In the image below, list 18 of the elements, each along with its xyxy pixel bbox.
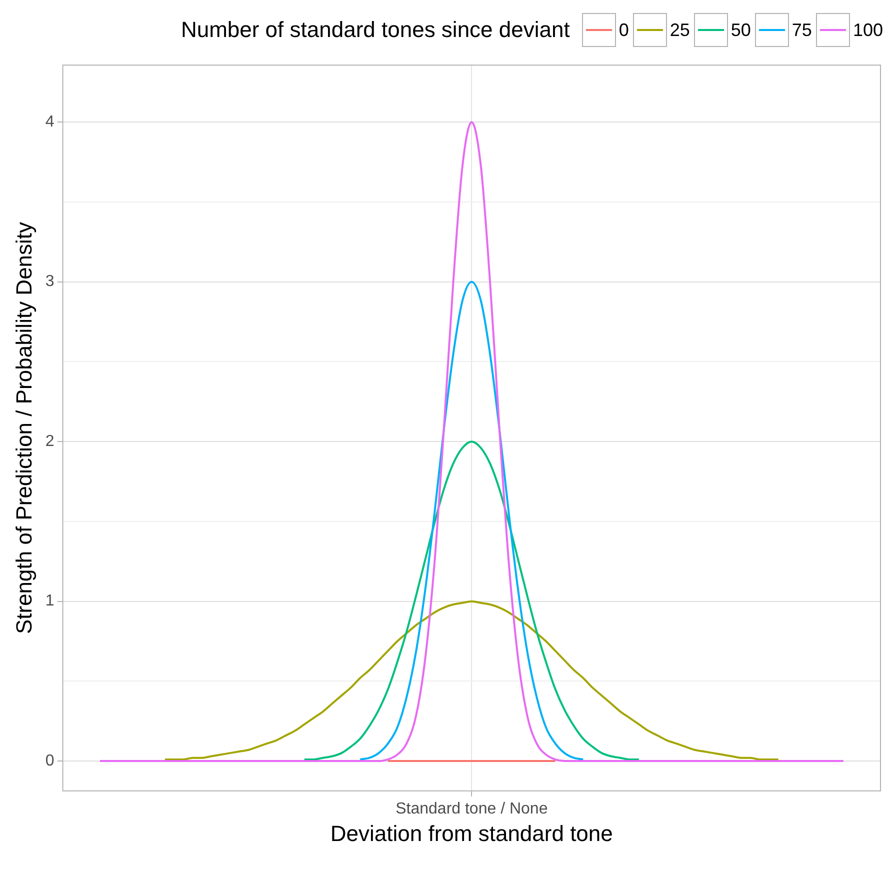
y-axis-title: Strength of Prediction / Probability Density <box>11 222 36 634</box>
y-tick-label: 0 <box>45 752 54 770</box>
line-series <box>359 280 584 760</box>
line-series <box>98 121 844 762</box>
legend-title: Number of standard tones since deviant <box>180 17 570 43</box>
x-tick-label: Standard tone / None <box>396 800 548 818</box>
legend-label: 25 <box>670 20 690 40</box>
line-series <box>164 600 780 760</box>
legend-label: 100 <box>852 20 883 40</box>
y-tick-label: 3 <box>45 273 54 290</box>
legend-label: 50 <box>730 20 751 40</box>
y-tick-label: 1 <box>45 592 54 610</box>
y-tick-label: 4 <box>45 114 54 131</box>
legend-label: 75 <box>792 20 812 40</box>
line-series <box>303 440 640 760</box>
y-tick-label: 2 <box>45 432 54 450</box>
legend-label: 0 <box>618 20 629 40</box>
x-axis-title: Deviation from standard tone <box>330 820 613 846</box>
